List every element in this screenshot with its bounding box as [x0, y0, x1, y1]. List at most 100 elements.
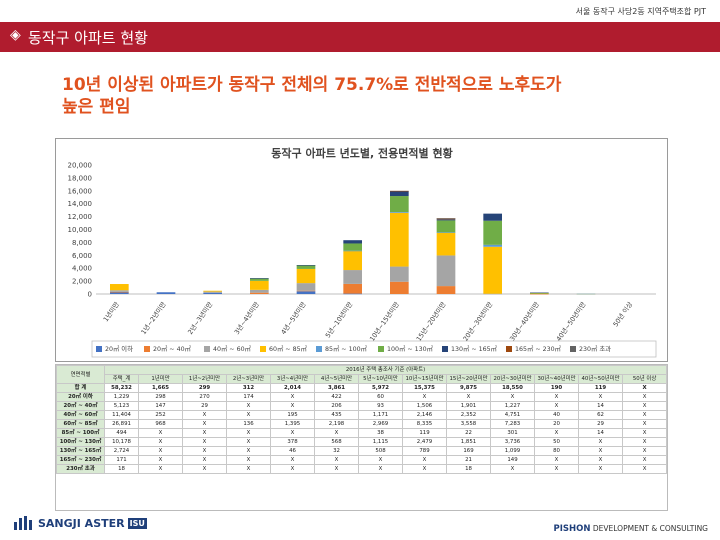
table-row: 20㎡ ~ 40㎡ 5,123 147 29 X X 206 93 1,506 1,901 1,22…: [56, 401, 667, 411]
pishon-brand: PISHON: [553, 524, 591, 534]
table-cell: X: [621, 446, 667, 456]
y-tick-label: 0: [88, 291, 92, 299]
bar-segment: [250, 289, 269, 293]
legend-label: 85㎡ ~ 100㎡: [325, 344, 368, 353]
table-cell: 968: [138, 419, 183, 429]
table-cell: X: [226, 428, 271, 438]
table-cell: 1,851: [446, 437, 491, 447]
table-cell: X: [402, 464, 447, 474]
table-cell: 2,146: [402, 410, 447, 420]
sangji-aster-logo: SANGJI ASTER ISU: [14, 514, 147, 532]
table-cell: 40: [534, 410, 579, 420]
table-cell: 1,115: [358, 437, 403, 447]
table-cell: 93: [358, 401, 403, 411]
bar-segment: [250, 292, 269, 294]
table-cell: 1,227: [490, 401, 535, 411]
chart-title: 동작구 아파트 년도별, 전용면적별 현황: [271, 146, 452, 160]
x-tick-label: 20년~30년미만: [461, 300, 495, 343]
column-header: 40년~50년미만: [578, 374, 623, 384]
table-cell: 508: [358, 446, 403, 456]
table-cell: X: [578, 455, 623, 465]
table-cell: 3,736: [490, 437, 535, 447]
bar-segment: [436, 286, 456, 294]
table-cell: 147: [138, 401, 183, 411]
table-cell: 252: [138, 410, 183, 420]
y-tick-label: 4,000: [72, 265, 92, 273]
table-cell: X: [226, 455, 271, 465]
bar-segment: [343, 270, 362, 284]
column-header: 3년~4년미만: [270, 374, 315, 384]
table-cell: X: [226, 410, 271, 420]
table-cell: 435: [314, 410, 359, 420]
table-cell: X: [578, 392, 623, 402]
table-cell: X: [358, 455, 403, 465]
table-cell: X: [490, 392, 535, 402]
table-cell: 18,550: [490, 383, 535, 393]
table-cell: 2,724: [104, 446, 139, 456]
column-header-row: 주택_계 1년미만 1년~2년미만 2년~3년미만 3년~4년미만 4년~5년미만 5년~1…: [57, 374, 667, 384]
table-cell: 46: [270, 446, 315, 456]
table-cell: 22: [446, 428, 491, 438]
table-cell: 32: [314, 446, 359, 456]
column-header: 주택_계: [104, 374, 139, 384]
x-tick-label: 1년미만: [101, 300, 121, 323]
table-cell: 2,198: [314, 419, 359, 429]
table-cell: 18: [104, 464, 139, 474]
table-cell: X: [490, 464, 535, 474]
row-label: 20㎡ 이하: [56, 392, 105, 402]
table-cell: 270: [182, 392, 227, 402]
x-tick-label: 40년~50년미만: [554, 300, 588, 343]
bar-segment: [156, 292, 176, 294]
table-cell: 149: [490, 455, 535, 465]
y-tick-label: 10,000: [68, 226, 93, 234]
table-cell: 312: [226, 383, 271, 393]
table-cell: X: [226, 437, 271, 447]
bar-segment: [483, 213, 502, 221]
bar-segment: [483, 220, 502, 245]
bar-segment: [110, 291, 129, 293]
table-cell: 20: [534, 419, 579, 429]
table-cell: 422: [314, 392, 359, 402]
bar-segment: [483, 246, 502, 294]
column-header: 1년미만: [138, 374, 183, 384]
x-tick-label: 50년 이상: [611, 300, 635, 328]
table-cell: 789: [402, 446, 447, 456]
table-cell: 11,404: [104, 410, 139, 420]
isu-badge: ISU: [127, 517, 147, 529]
table-cell: X: [226, 401, 271, 411]
table-row: 130㎡ ~ 165㎡ 2,724 X X X 46 32 508 789 169 1,099 80 X…: [56, 446, 667, 456]
table-cell: 26,891: [104, 419, 139, 429]
section-title: 동작구 아파트 현황: [28, 29, 148, 47]
legend-label: 60㎡ ~ 85㎡: [269, 344, 308, 353]
bar-segment: [436, 255, 456, 287]
table-cell: X: [621, 437, 667, 447]
pishon-rest: DEVELOPMENT & CONSULTING: [592, 524, 708, 533]
legend-label: 100㎡ ~ 130㎡: [387, 344, 434, 353]
bar-segment: [530, 293, 549, 294]
bar-segment: [343, 250, 362, 252]
table-cell: X: [182, 428, 227, 438]
table-cell: 21: [446, 455, 491, 465]
table-cell: 378: [270, 437, 315, 447]
table-cell: 80: [534, 446, 579, 456]
table-cell: 195: [270, 410, 315, 420]
table-cell: X: [534, 455, 579, 465]
table-cell: X: [402, 455, 447, 465]
legend-label: 20㎡ 이하: [105, 344, 133, 353]
x-tick-label: 2년~3년미만: [185, 300, 214, 336]
y-tick-label: 8,000: [72, 239, 92, 247]
table-cell: X: [358, 464, 403, 474]
y-tick-label: 2,000: [72, 278, 92, 286]
table-cell: 2,479: [402, 437, 447, 447]
bar-segment: [296, 283, 316, 291]
bar-segment: [110, 290, 129, 292]
table-cell: X: [621, 428, 667, 438]
table-cell: X: [621, 383, 667, 393]
table-row: 60㎡ ~ 85㎡ 26,891 968 X 136 1,395 2,198 2,969 8,3…: [56, 419, 667, 429]
x-tick-label: 5년~10년미만: [323, 300, 354, 339]
table-cell: 3,861: [314, 383, 359, 393]
table-cell: X: [270, 455, 315, 465]
diamond-icon: ◈: [10, 27, 21, 43]
bar-segment: [296, 291, 316, 294]
row-label: 85㎡ ~ 100㎡: [56, 428, 105, 438]
